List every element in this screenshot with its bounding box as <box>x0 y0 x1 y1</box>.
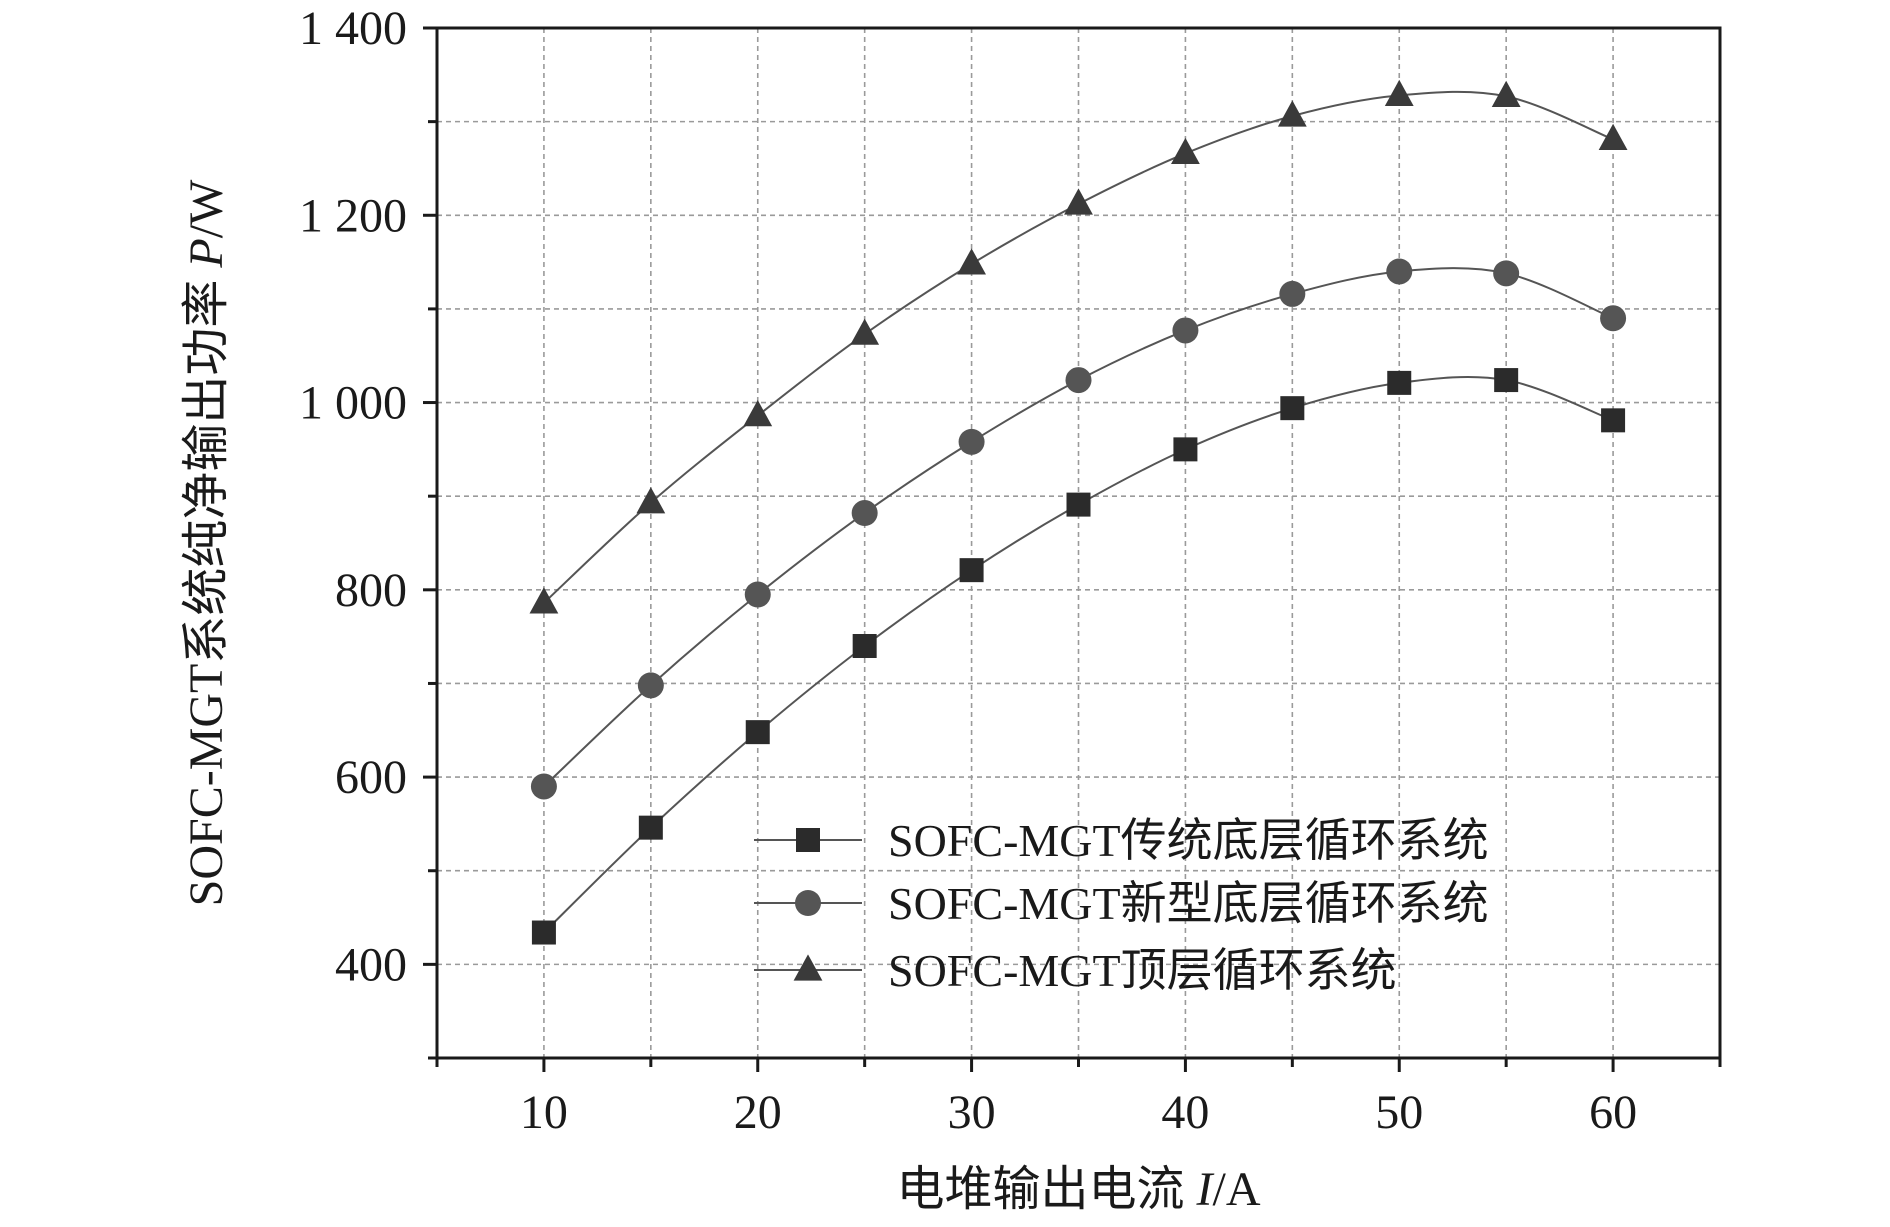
data-point-triangle <box>1171 137 1200 165</box>
x-tick-label: 10 <box>520 1086 568 1139</box>
y-tick-label: 1 000 <box>299 377 407 430</box>
legend-label: SOFC-MGT传统底层循环系统 <box>888 815 1489 866</box>
x-tick-label: 50 <box>1375 1086 1423 1139</box>
data-point-triangle <box>1384 79 1414 107</box>
data-point-square <box>1173 437 1198 462</box>
data-point-triangle <box>1598 123 1628 151</box>
series-square <box>531 368 1626 945</box>
data-point-circle <box>1386 258 1413 285</box>
data-point-circle <box>744 581 771 608</box>
y-axis-title: SOFC-MGT系统纯净输出功率 P/W <box>180 179 233 906</box>
data-point-square <box>745 720 770 745</box>
legend: SOFC-MGT传统底层循环系统 SOFC-MGT新型底层循环系统 SOFC-MGT… <box>754 815 1489 996</box>
y-tick-label: 1 400 <box>299 2 407 55</box>
data-point-circle <box>851 500 878 527</box>
data-point-triangle <box>636 487 666 514</box>
x-axis-title-text: 电堆输出电流 <box>897 1163 1197 1216</box>
y-tick-label: 600 <box>335 751 407 804</box>
series-line <box>543 267 1614 788</box>
x-tick-label: 30 <box>948 1086 996 1139</box>
x-axis-title-variable: I <box>1196 1163 1215 1216</box>
series-line <box>543 375 1614 934</box>
series-circle <box>530 258 1627 800</box>
data-point-square <box>1601 408 1626 433</box>
data-point-circle <box>958 428 985 455</box>
data-point-triangle <box>743 400 773 427</box>
data-point-circle <box>530 773 557 800</box>
data-point-triangle <box>1491 80 1521 107</box>
legend-marker-square <box>796 828 820 852</box>
data-point-triangle <box>529 587 559 614</box>
x-axis-title-unit: /A <box>1213 1163 1261 1216</box>
data-point-circle <box>1600 305 1627 332</box>
data-point-triangle <box>850 318 880 345</box>
legend-label: SOFC-MGT新型底层循环系统 <box>888 878 1489 929</box>
data-point-square <box>1494 368 1519 393</box>
axis-ticks: 10 20 30 40 50 60 400 600 800 1 000 1 200 1 400 <box>299 2 1722 1139</box>
legend-label: SOFC-MGT顶层循环系统 <box>888 945 1397 996</box>
data-point-square <box>1280 396 1305 421</box>
legend-marker-triangle <box>793 954 823 981</box>
data-point-circle <box>637 672 664 699</box>
data-point-circle <box>1172 317 1199 344</box>
data-point-triangle <box>957 248 986 275</box>
data-point-square <box>959 558 984 583</box>
data-point-triangle <box>1277 100 1307 127</box>
data-point-circle <box>1065 367 1092 394</box>
y-axis-title-variable: P <box>180 238 233 268</box>
data-point-square <box>531 920 556 945</box>
y-tick-label: 400 <box>335 938 407 991</box>
data-point-triangle <box>1064 188 1093 215</box>
data-point-circle <box>1493 260 1520 287</box>
x-axis-title: 电堆输出电流 I/A <box>897 1163 1261 1216</box>
series-line <box>543 90 1614 604</box>
data-point-square <box>852 634 877 658</box>
series-triangle <box>529 79 1628 614</box>
data-point-circle <box>1279 280 1306 307</box>
data-point-square <box>1066 492 1091 517</box>
data-point-square <box>638 815 663 840</box>
data-point-square <box>1387 370 1412 395</box>
legend-marker-circle <box>795 890 821 916</box>
series-layer <box>529 79 1628 945</box>
y-axis-title-text: SOFC-MGT系统纯净输出功率 <box>180 268 233 907</box>
y-tick-label: 1 200 <box>299 189 407 242</box>
y-tick-label: 800 <box>335 564 407 617</box>
y-axis-title-unit: /W <box>180 179 233 238</box>
x-tick-label: 60 <box>1589 1086 1637 1139</box>
x-tick-label: 40 <box>1161 1086 1209 1139</box>
x-tick-label: 20 <box>734 1086 782 1139</box>
